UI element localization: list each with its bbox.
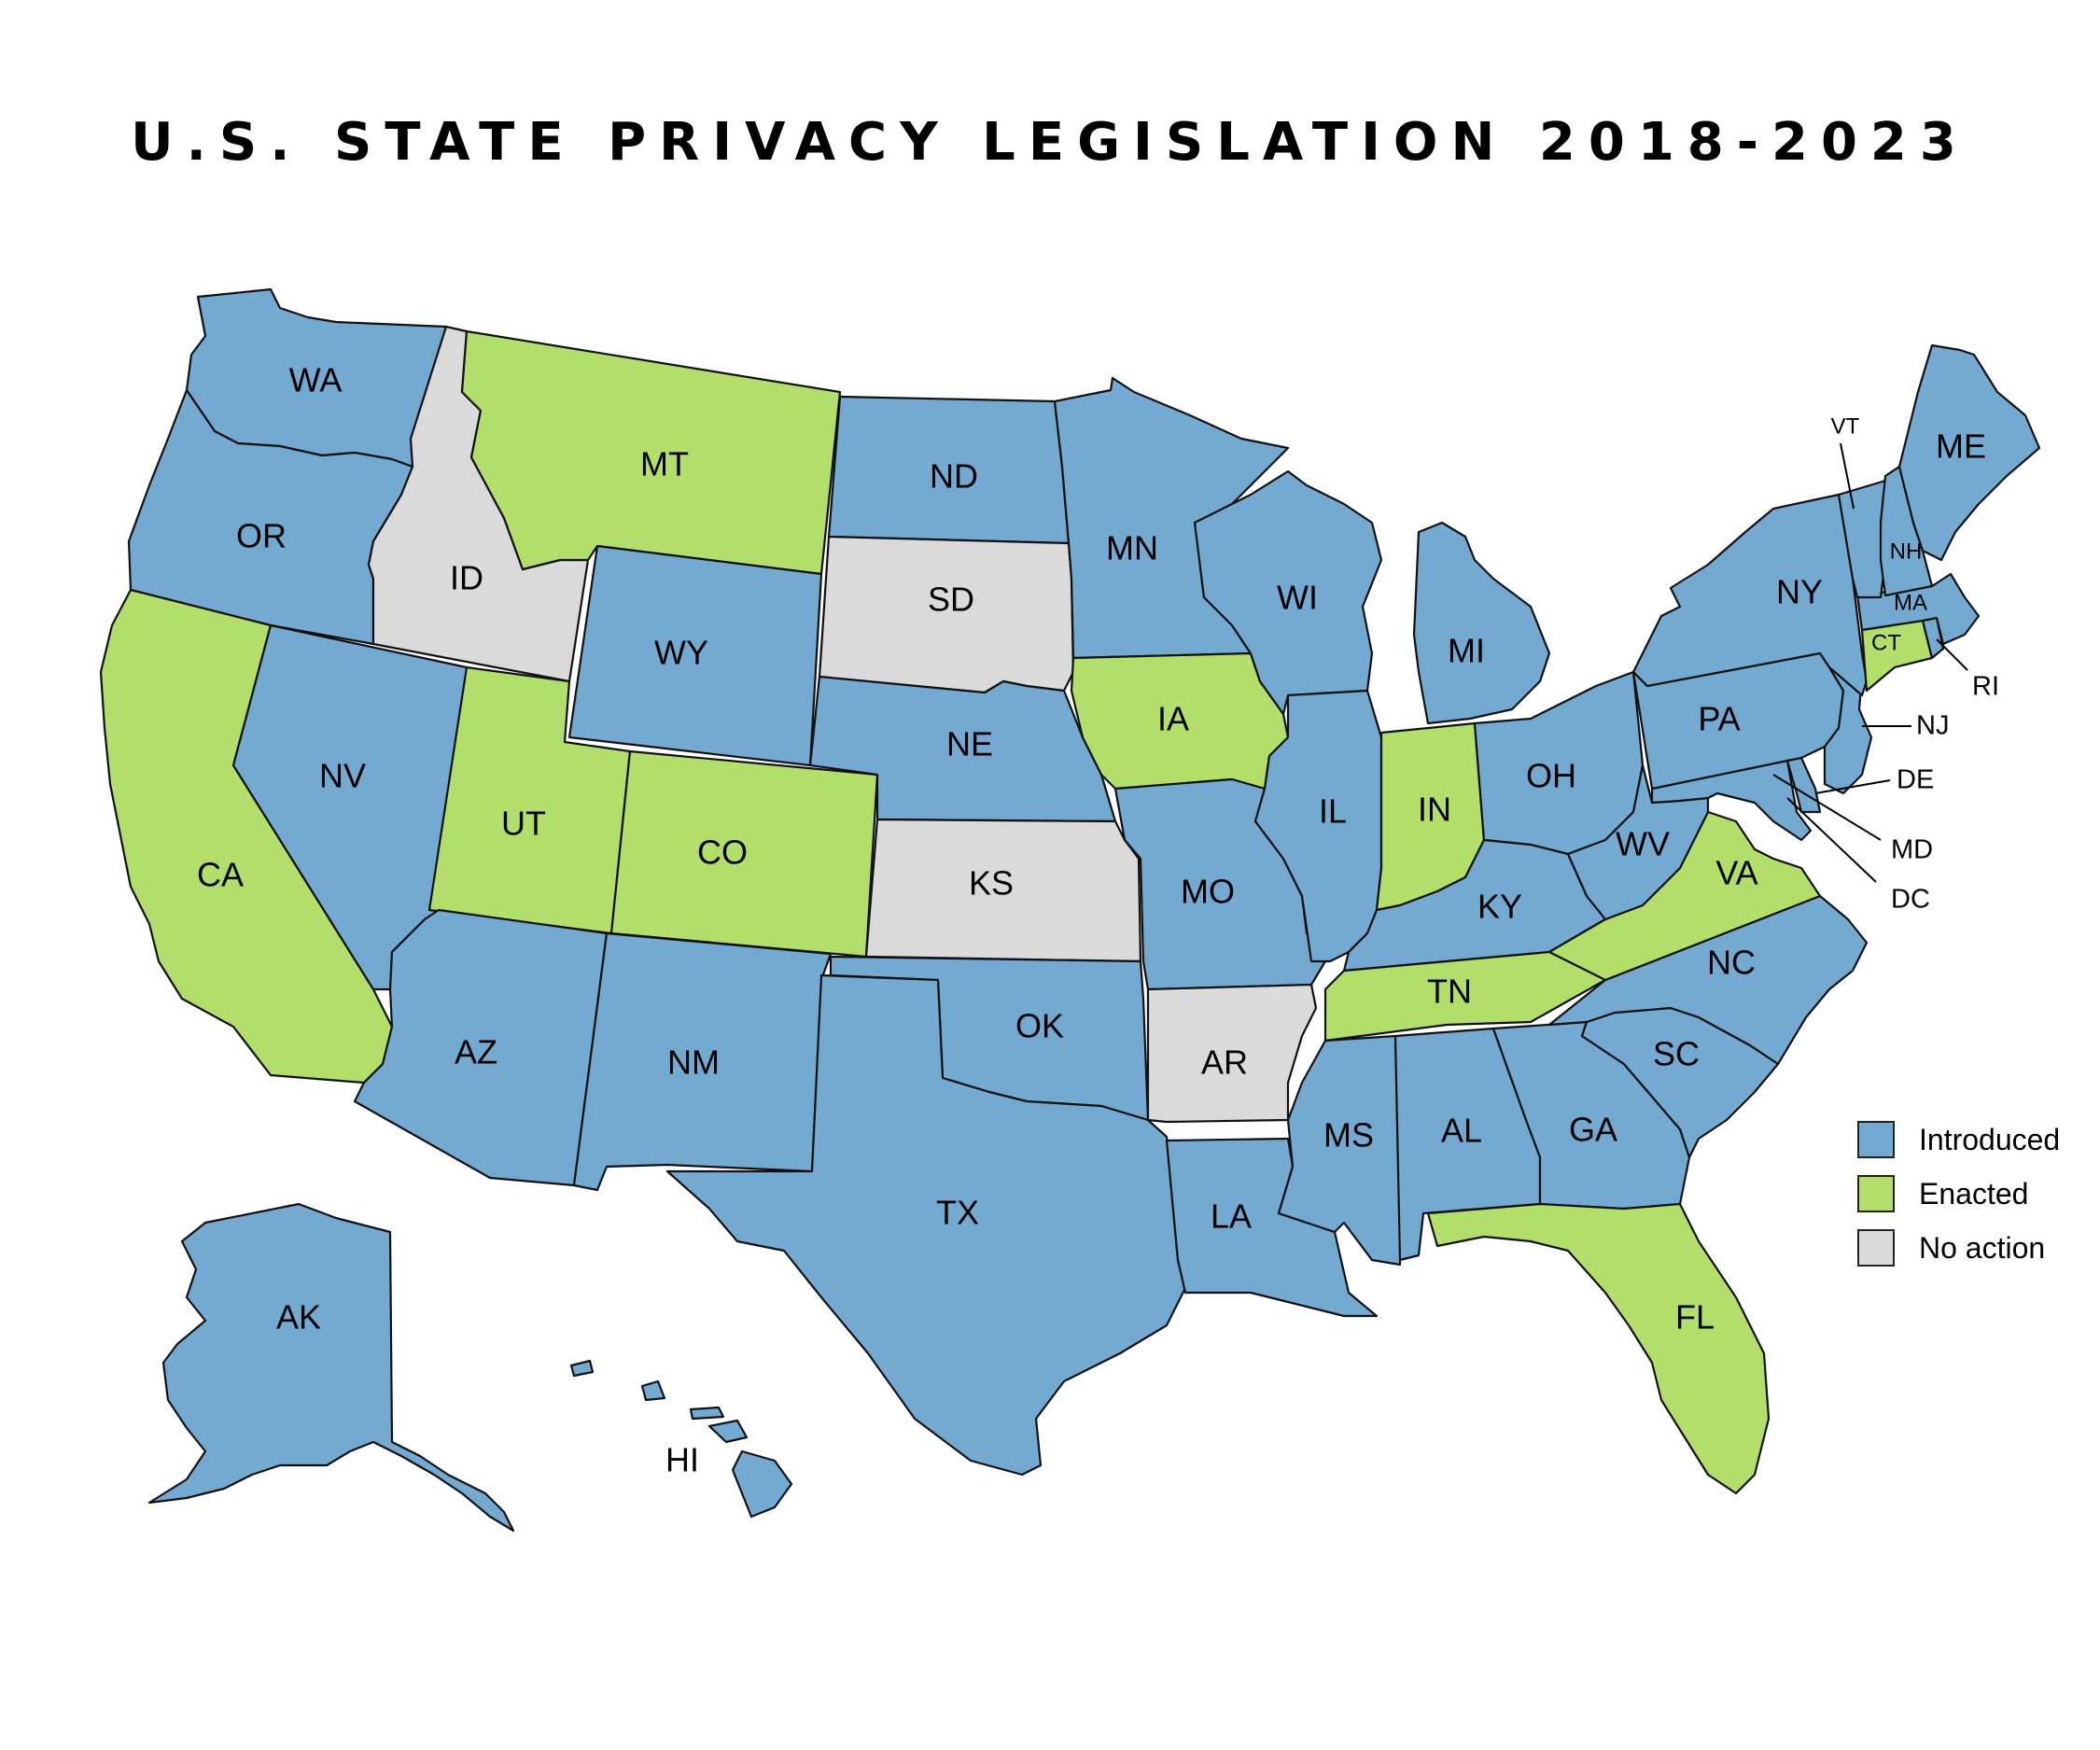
state-MA[interactable] (1855, 572, 1981, 646)
callout-label-DE: DE (1897, 765, 1934, 795)
label-IL: IL (1319, 792, 1347, 831)
state-AR[interactable] (1146, 983, 1318, 1124)
legend-item-no-action: No action (1857, 1221, 2060, 1275)
label-AL: AL (1441, 1112, 1482, 1150)
label-KS: KS (969, 864, 1014, 903)
callout-label-DC: DC (1891, 885, 1930, 915)
label-IN: IN (1418, 791, 1451, 829)
state-HI-2[interactable] (640, 1379, 666, 1402)
state-HI-4[interactable] (707, 1419, 749, 1444)
leader-line-VT (1840, 442, 1855, 510)
label-CO: CO (697, 833, 748, 872)
label-HI: HI (665, 1441, 699, 1479)
label-TN: TN (1427, 973, 1472, 1011)
leader-line-DC (1786, 797, 1877, 883)
legend-item-enacted: Enacted (1857, 1167, 2060, 1221)
state-NM[interactable] (572, 931, 833, 1192)
label-SC: SC (1653, 1035, 1700, 1073)
label-GA: GA (1569, 1111, 1617, 1149)
label-PA: PA (1698, 700, 1740, 738)
label-MS: MS (1323, 1116, 1374, 1155)
state-MI[interactable] (1412, 521, 1551, 725)
label-KY: KY (1477, 888, 1522, 926)
label-OK: OK (1015, 1007, 1064, 1045)
state-ME[interactable] (1897, 343, 2041, 562)
label-ND: ND (930, 457, 978, 496)
label-WI: WI (1277, 579, 1318, 617)
label-MN: MN (1106, 529, 1158, 567)
legend-swatch-no-action (1857, 1229, 1895, 1267)
label-MI: MI (1448, 632, 1485, 670)
label-NH: NH (1890, 539, 1923, 564)
state-NJ[interactable] (1823, 665, 1873, 795)
label-CT: CT (1871, 630, 1901, 655)
state-HI-3[interactable] (689, 1406, 725, 1421)
leader-line-MD (1772, 774, 1882, 841)
label-WA: WA (289, 361, 343, 399)
state-FL[interactable] (1426, 1202, 1771, 1495)
state-HI-1[interactable] (569, 1359, 595, 1378)
state-HI-5[interactable] (731, 1449, 793, 1519)
label-MA: MA (1894, 590, 1927, 615)
label-WV: WV (1616, 825, 1670, 863)
callout-label-RI: RI (1972, 672, 1999, 702)
label-OH: OH (1526, 757, 1576, 795)
callout-label-MD: MD (1891, 835, 1933, 865)
label-ME: ME (1936, 427, 1986, 466)
legend-item-introduced: Introduced (1857, 1113, 2060, 1167)
legend-swatch-enacted (1857, 1175, 1895, 1212)
label-MO: MO (1181, 873, 1235, 911)
legend-label-no-action: No action (1919, 1230, 2046, 1265)
label-SD: SD (928, 581, 974, 619)
label-AK: AK (276, 1298, 321, 1337)
legend: Introduced Enacted No action (1857, 1113, 2060, 1275)
label-NV: NV (319, 757, 366, 795)
leader-line-DE (1814, 779, 1891, 794)
label-NM: NM (667, 1043, 720, 1082)
legend-swatch-introduced (1857, 1121, 1895, 1158)
state-NY[interactable] (1631, 493, 1869, 697)
state-MT[interactable] (460, 329, 842, 576)
label-ID: ID (450, 559, 483, 597)
label-CA: CA (197, 856, 244, 894)
label-WY: WY (654, 634, 708, 672)
label-IA: IA (1157, 700, 1189, 738)
state-NC[interactable] (1547, 894, 1869, 1066)
label-MT: MT (640, 445, 689, 483)
callout-label-NJ: NJ (1916, 711, 1949, 741)
label-AR: AR (1201, 1043, 1248, 1082)
label-NY: NY (1776, 573, 1823, 611)
legend-label-introduced: Introduced (1919, 1122, 2061, 1156)
label-NC: NC (1707, 944, 1756, 982)
label-LA: LA (1211, 1197, 1252, 1236)
label-AZ: AZ (455, 1033, 497, 1071)
state-AK[interactable] (147, 1202, 515, 1533)
map-title: U.S. STATE PRIVACY LEGISLATION 2018-2023 (131, 112, 1969, 173)
state-WI[interactable] (1193, 469, 1383, 716)
label-FL: FL (1675, 1298, 1715, 1337)
legend-label-enacted: Enacted (1919, 1176, 2029, 1211)
label-OR: OR (236, 517, 287, 555)
label-NE: NE (946, 725, 993, 763)
state-TX[interactable] (665, 973, 1187, 1477)
leader-line-RI (1936, 638, 1968, 671)
label-TX: TX (936, 1194, 979, 1232)
label-UT: UT (501, 805, 546, 843)
label-VA: VA (1715, 854, 1757, 892)
callout-label-VT: VT (1831, 413, 1860, 439)
